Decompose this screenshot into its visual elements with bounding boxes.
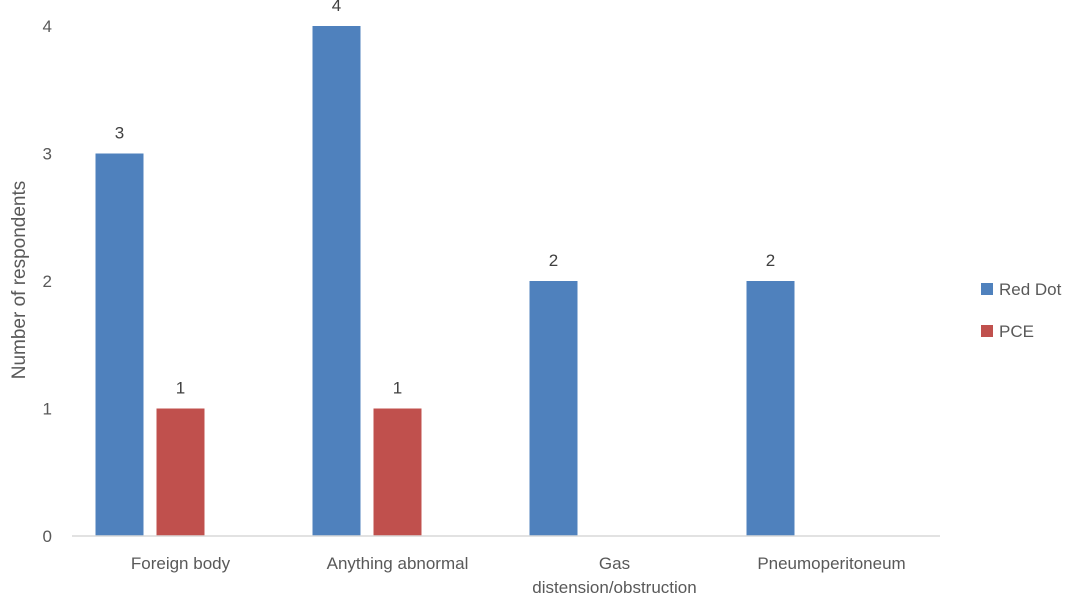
bar — [312, 26, 361, 536]
data-label: 1 — [393, 379, 402, 398]
x-category-label: Anything abnormal — [327, 554, 469, 573]
y-axis-title: Number of respondents — [9, 181, 30, 380]
bar — [529, 281, 578, 536]
y-tick-label: 1 — [43, 400, 52, 419]
data-labels: 3 1 4 1 2 2 — [115, 0, 775, 398]
bar — [373, 408, 422, 536]
bar — [95, 153, 144, 536]
legend-swatch — [981, 325, 993, 337]
bar — [746, 281, 795, 536]
legend-label: Red Dot — [999, 280, 1062, 299]
bars — [95, 26, 795, 536]
bar — [156, 408, 205, 536]
y-tick-label: 0 — [43, 527, 52, 546]
x-category-label-line: Pneumoperitoneum — [757, 554, 905, 573]
legend-swatch — [981, 283, 993, 295]
data-label: 2 — [549, 251, 558, 270]
x-category-label: Foreign body — [131, 554, 231, 573]
legend-label: PCE — [999, 322, 1034, 341]
data-label: 4 — [332, 0, 341, 15]
x-category-label-line: Gas — [599, 554, 630, 573]
x-category-label-line: Anything abnormal — [327, 554, 469, 573]
x-category-label: Pneumoperitoneum — [757, 554, 905, 573]
y-tick-label: 3 — [43, 145, 52, 164]
x-category-label: Gas distension/obstruction — [532, 554, 696, 597]
x-category-label-line: distension/obstruction — [532, 578, 696, 597]
legend: Red Dot PCE — [981, 280, 1062, 341]
y-axis-ticks: 0 1 2 3 4 — [43, 17, 52, 546]
x-axis-labels: Foreign body Anything abnormal Gas distensi… — [131, 554, 906, 597]
data-label: 1 — [176, 379, 185, 398]
x-category-label-line: Foreign body — [131, 554, 231, 573]
y-tick-label: 4 — [43, 17, 52, 36]
data-label: 2 — [766, 251, 775, 270]
y-tick-label: 2 — [43, 272, 52, 291]
data-label: 3 — [115, 124, 124, 143]
